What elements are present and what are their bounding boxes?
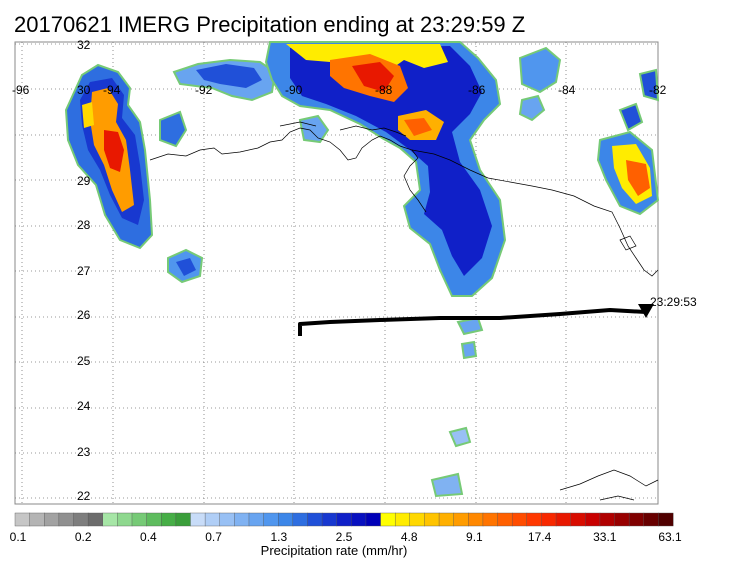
colorbar-swatch bbox=[541, 512, 557, 527]
lat-label: 29 bbox=[77, 174, 91, 188]
lon-label: -90 bbox=[285, 83, 303, 97]
colorbar-swatch bbox=[161, 512, 177, 527]
colorbar-tick-label: 0.7 bbox=[205, 530, 222, 544]
lat-label: 25 bbox=[77, 354, 91, 368]
precip-eastern-band bbox=[596, 68, 660, 216]
lon-label: -86 bbox=[468, 83, 486, 97]
colorbar-tick-label: 4.8 bbox=[401, 530, 418, 544]
colorbar-swatch bbox=[482, 512, 499, 527]
colorbar-title: Precipitation rate (mm/hr) bbox=[261, 543, 408, 558]
colorbar-tick-label: 2.5 bbox=[336, 530, 353, 544]
colorbar-swatch bbox=[14, 512, 31, 527]
colorbar-tick-label: 17.4 bbox=[528, 530, 552, 544]
colorbar-swatch bbox=[511, 512, 528, 527]
colorbar-swatch bbox=[628, 512, 645, 527]
colorbar-swatch bbox=[643, 512, 659, 527]
colorbar-swatch bbox=[307, 512, 323, 527]
colorbar-swatch bbox=[29, 512, 45, 527]
colorbar-swatch bbox=[102, 512, 118, 527]
lat-labels: 32 30 29 28 27 26 25 24 23 22 bbox=[77, 38, 91, 503]
colorbar-swatch bbox=[204, 512, 221, 527]
colorbar-labels: 0.1 0.2 0.4 0.7 1.3 2.5 4.8 9.1 17.4 33.1 63.1 bbox=[10, 530, 682, 544]
colorbar-swatch bbox=[599, 512, 616, 527]
colorbar-swatch bbox=[278, 512, 294, 527]
colorbar-swatch bbox=[365, 512, 382, 527]
colorbar-swatch bbox=[219, 512, 235, 527]
colorbar-swatch bbox=[424, 512, 440, 527]
colorbar-swatch bbox=[394, 512, 411, 527]
colorbar-swatch bbox=[468, 512, 484, 527]
colorbar-tick-label: 33.1 bbox=[593, 530, 617, 544]
colorbar-tick-label: 0.4 bbox=[140, 530, 157, 544]
colorbar-swatch bbox=[263, 512, 279, 527]
lat-label: 22 bbox=[77, 489, 91, 503]
lat-label: 23 bbox=[77, 445, 91, 459]
colorbar-swatch bbox=[453, 512, 469, 527]
lat-label: 28 bbox=[77, 218, 91, 232]
colorbar-swatch bbox=[131, 512, 148, 527]
colorbar-swatch bbox=[58, 512, 74, 527]
colorbar-swatch bbox=[190, 512, 206, 527]
colorbar-swatch bbox=[321, 512, 338, 527]
precip-western-band bbox=[64, 58, 277, 284]
lat-label: 30 bbox=[77, 83, 91, 97]
lon-label: -92 bbox=[195, 83, 213, 97]
satellite-track bbox=[298, 308, 647, 336]
colorbar-swatch bbox=[585, 512, 601, 527]
track-time-label: 23:29:53 bbox=[650, 295, 697, 309]
colorbar-tick-label: 9.1 bbox=[466, 530, 483, 544]
colorbar-swatch bbox=[658, 512, 674, 527]
lon-label: -94 bbox=[103, 83, 121, 97]
colorbar-swatch bbox=[526, 512, 542, 527]
colorbar-swatch bbox=[438, 512, 455, 527]
colorbar-tick-label: 63.1 bbox=[658, 530, 682, 544]
page-title: 20170621 IMERG Precipitation ending at 2… bbox=[14, 12, 526, 37]
lon-labels: -96 -94 -92 -90 -88 -86 -84 -82 bbox=[12, 83, 667, 97]
lat-label: 27 bbox=[77, 264, 91, 278]
colorbar-tick-label: 1.3 bbox=[270, 530, 287, 544]
colorbar-swatch bbox=[248, 512, 265, 527]
colorbar-swatch bbox=[87, 512, 104, 527]
colorbar-swatch bbox=[44, 512, 60, 527]
lon-label: -96 bbox=[12, 83, 30, 97]
colorbar-tick-label: 0.1 bbox=[10, 530, 27, 544]
track-end-marker bbox=[638, 304, 654, 318]
colorbar-swatch bbox=[175, 512, 191, 527]
lon-label: -88 bbox=[375, 83, 393, 97]
colorbar-swatch bbox=[73, 512, 89, 527]
colorbar-swatch bbox=[570, 512, 586, 527]
colorbar-swatch bbox=[146, 512, 162, 527]
colorbar bbox=[14, 512, 674, 527]
coastline bbox=[149, 121, 659, 501]
colorbar-swatch bbox=[117, 512, 133, 527]
colorbar-tick-label: 0.2 bbox=[75, 530, 92, 544]
lat-label: 24 bbox=[77, 399, 91, 413]
lat-label: 32 bbox=[77, 38, 91, 52]
colorbar-swatch bbox=[336, 512, 352, 527]
colorbar-swatch bbox=[614, 512, 630, 527]
colorbar-swatch bbox=[555, 512, 572, 527]
colorbar-swatch bbox=[351, 512, 367, 527]
lon-label: -82 bbox=[649, 83, 667, 97]
colorbar-swatch bbox=[292, 512, 308, 527]
lat-label: 26 bbox=[77, 308, 91, 322]
lon-label: -84 bbox=[558, 83, 576, 97]
colorbar-swatch bbox=[380, 512, 396, 527]
colorbar-swatch bbox=[234, 512, 250, 527]
colorbar-swatch bbox=[497, 512, 513, 527]
precip-central-band bbox=[264, 41, 562, 498]
colorbar-swatch bbox=[409, 512, 425, 527]
